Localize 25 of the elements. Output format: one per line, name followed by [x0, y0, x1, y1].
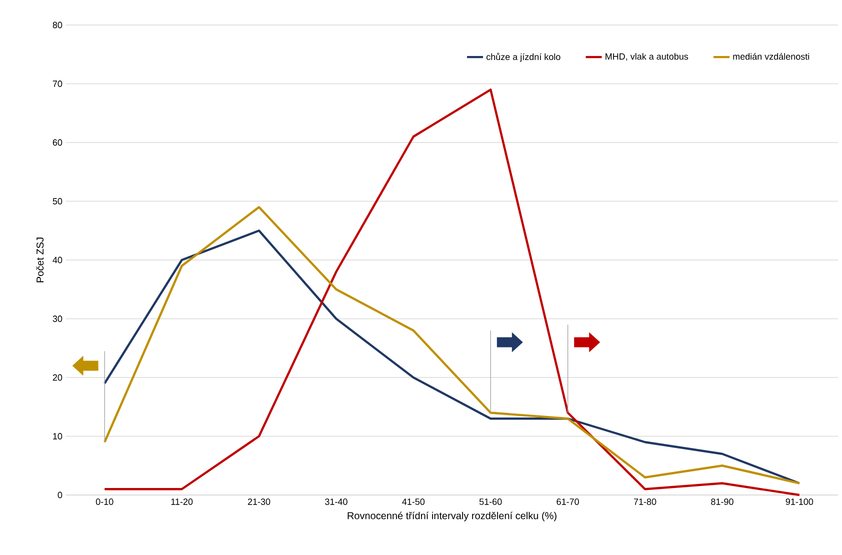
x-tick-label: 0-10 — [96, 498, 114, 505]
y-tick-label: 0 — [58, 492, 62, 498]
legend-label: chůze a jízdní kolo — [486, 52, 560, 62]
y-tick-label: 80 — [52, 22, 62, 28]
y-tick-label: 50 — [52, 198, 62, 204]
y-tick-label: 60 — [52, 139, 62, 146]
legend-label: MHD, vlak a autobus — [606, 53, 688, 61]
x-tick-label: 41-50 — [402, 498, 425, 505]
x-tick-label: 21-30 — [248, 498, 270, 505]
y-axis-title: Počet ZSJ — [36, 238, 44, 282]
y-tick-label: 40 — [52, 256, 62, 264]
y-tick-label: 10 — [53, 433, 62, 440]
legend-label: medián vzdálenosti — [733, 53, 810, 60]
x-tick-label: 61-70 — [556, 498, 579, 505]
x-axis-title: Rovnocenné třídní intervaly rozdělení celku (%) — [348, 512, 556, 522]
x-tick-label: 31-40 — [325, 498, 348, 505]
y-tick-label: 20 — [52, 374, 62, 381]
y-tick-label: 70 — [52, 80, 62, 87]
line-series — [104, 88, 801, 496]
y-tick-label: 30 — [52, 316, 62, 322]
x-tick-label: 71-80 — [634, 498, 656, 505]
x-tick-label: 91-100 — [786, 498, 814, 505]
x-tick-label: 11-20 — [171, 498, 193, 505]
x-tick-label: 51-60 — [479, 498, 502, 505]
x-tick-label: 81-90 — [711, 498, 734, 505]
